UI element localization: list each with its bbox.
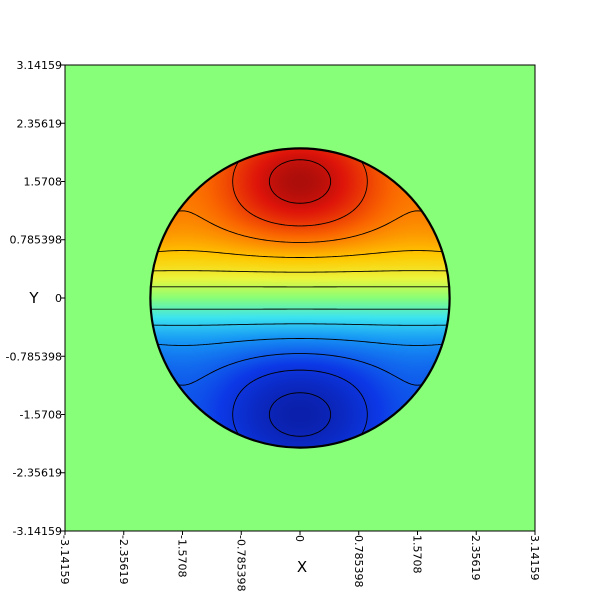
contour-line-10 bbox=[150, 148, 450, 243]
y-axis-label: Y bbox=[28, 289, 39, 307]
y-axis-ticks: 3.14159 2.35619 1.5708 0.785398 0 -0.785398 -1… bbox=[6, 59, 65, 538]
x-tick-label-2: -2.35619 bbox=[117, 535, 130, 584]
plot-area bbox=[65, 65, 535, 531]
x-tick-label-1: -3.14159 bbox=[58, 535, 71, 584]
contour-lines bbox=[150, 148, 450, 448]
x-tick-label-9: 3.14159 bbox=[528, 535, 541, 581]
field-heatmap-image bbox=[150, 148, 450, 448]
x-axis-ticks: -3.14159 -2.35619 -1.5708 -0.785398 0 0.78539… bbox=[58, 531, 541, 591]
x-tick-label-7: 1.5708 bbox=[411, 535, 424, 574]
contour-line-8 bbox=[150, 148, 450, 273]
y-tick-label-2: 2.35619 bbox=[17, 117, 63, 130]
x-tick-label-3: -1.5708 bbox=[175, 535, 188, 577]
contour-line-3 bbox=[150, 353, 450, 448]
x-tick-label-5: 0 bbox=[293, 535, 306, 542]
x-tick-label-8: 2.35619 bbox=[469, 535, 482, 581]
contour-line-7 bbox=[150, 148, 450, 288]
y-tick-label-4: 0.785398 bbox=[10, 234, 63, 247]
contour-line-9 bbox=[150, 148, 450, 258]
contour-line-5 bbox=[150, 323, 450, 448]
y-tick-label-1: 3.14159 bbox=[17, 59, 63, 72]
contour-line-4 bbox=[150, 338, 450, 448]
contour-line-6 bbox=[150, 308, 450, 448]
y-tick-label-8: -2.35619 bbox=[13, 467, 62, 480]
y-tick-label-3: 1.5708 bbox=[24, 175, 63, 188]
y-tick-label-5: 0 bbox=[55, 292, 62, 305]
domain-boundary bbox=[149, 147, 451, 449]
y-tick-label-6: -0.785398 bbox=[6, 350, 62, 363]
y-tick-label-9: -3.14159 bbox=[13, 525, 62, 538]
x-tick-label-6: 0.785398 bbox=[352, 535, 365, 588]
x-axis-label: X bbox=[297, 558, 307, 576]
y-tick-label-7: -1.5708 bbox=[20, 409, 62, 422]
x-tick-label-4: -0.785398 bbox=[234, 535, 247, 591]
